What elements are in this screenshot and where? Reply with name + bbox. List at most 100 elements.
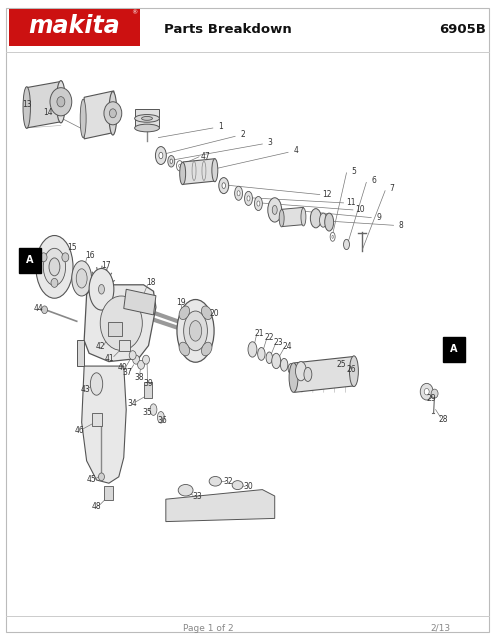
Text: 1: 1 — [218, 122, 223, 131]
Text: 33: 33 — [192, 492, 202, 501]
Text: A: A — [450, 344, 458, 355]
Circle shape — [109, 109, 116, 118]
Circle shape — [51, 278, 58, 287]
Circle shape — [420, 383, 433, 400]
Text: 21: 21 — [254, 329, 264, 338]
Bar — [443, 337, 465, 362]
Ellipse shape — [176, 161, 183, 171]
Text: 8: 8 — [398, 221, 403, 230]
Polygon shape — [282, 207, 303, 227]
Text: 47: 47 — [200, 152, 210, 161]
FancyBboxPatch shape — [9, 9, 140, 46]
Text: 25: 25 — [337, 360, 346, 369]
Ellipse shape — [135, 124, 159, 132]
Circle shape — [50, 88, 72, 116]
Text: 30: 30 — [244, 482, 253, 491]
Polygon shape — [26, 81, 62, 128]
Ellipse shape — [219, 177, 229, 193]
Ellipse shape — [235, 186, 243, 200]
Text: 48: 48 — [92, 502, 101, 511]
Text: 46: 46 — [74, 426, 84, 435]
Text: 2/13: 2/13 — [430, 624, 450, 633]
Polygon shape — [135, 109, 159, 128]
Ellipse shape — [301, 208, 306, 226]
Ellipse shape — [232, 481, 243, 490]
Ellipse shape — [49, 258, 60, 276]
Ellipse shape — [72, 261, 92, 296]
Ellipse shape — [257, 201, 260, 206]
Ellipse shape — [44, 248, 65, 285]
Text: 3: 3 — [267, 138, 272, 147]
Polygon shape — [295, 356, 354, 392]
Ellipse shape — [155, 147, 166, 164]
Text: 41: 41 — [105, 354, 115, 363]
Text: Parts Breakdown: Parts Breakdown — [164, 23, 292, 36]
Ellipse shape — [212, 159, 218, 182]
Circle shape — [104, 102, 122, 125]
Circle shape — [99, 473, 104, 481]
Polygon shape — [77, 340, 84, 366]
Circle shape — [431, 389, 438, 398]
Ellipse shape — [258, 348, 265, 360]
Polygon shape — [82, 366, 126, 483]
Text: 37: 37 — [123, 368, 133, 377]
Ellipse shape — [135, 115, 159, 122]
Text: 5: 5 — [351, 167, 356, 176]
Text: 2: 2 — [240, 130, 245, 139]
Ellipse shape — [179, 306, 190, 319]
Ellipse shape — [310, 209, 321, 228]
Ellipse shape — [179, 342, 190, 356]
Text: 15: 15 — [67, 243, 77, 252]
Text: 14: 14 — [44, 108, 53, 117]
Ellipse shape — [76, 269, 87, 288]
Ellipse shape — [288, 364, 294, 374]
Bar — [144, 382, 152, 398]
Text: makita: makita — [29, 14, 120, 38]
Ellipse shape — [157, 412, 164, 423]
Circle shape — [42, 306, 48, 314]
Ellipse shape — [177, 300, 214, 362]
Text: 18: 18 — [146, 278, 156, 287]
Ellipse shape — [325, 213, 334, 231]
Ellipse shape — [109, 92, 117, 135]
Ellipse shape — [344, 239, 349, 250]
Ellipse shape — [201, 342, 212, 356]
Circle shape — [133, 355, 140, 364]
Text: 22: 22 — [264, 333, 274, 342]
Ellipse shape — [248, 342, 257, 357]
Ellipse shape — [279, 209, 284, 227]
Text: 28: 28 — [438, 415, 448, 424]
Text: 36: 36 — [157, 416, 167, 425]
Polygon shape — [84, 91, 114, 139]
Text: 34: 34 — [128, 399, 138, 408]
Text: 7: 7 — [390, 184, 395, 193]
Ellipse shape — [254, 196, 262, 211]
Ellipse shape — [304, 367, 312, 381]
Circle shape — [424, 388, 429, 395]
Polygon shape — [84, 285, 156, 362]
Text: 43: 43 — [80, 385, 90, 394]
Polygon shape — [183, 159, 215, 184]
Ellipse shape — [266, 352, 272, 364]
Ellipse shape — [23, 86, 31, 128]
Text: 13: 13 — [22, 100, 32, 109]
Ellipse shape — [56, 81, 65, 123]
Ellipse shape — [189, 321, 202, 341]
Ellipse shape — [89, 268, 114, 310]
Text: 20: 20 — [209, 309, 219, 318]
Text: 24: 24 — [282, 342, 292, 351]
Ellipse shape — [330, 232, 335, 241]
Ellipse shape — [349, 356, 358, 387]
Text: 11: 11 — [346, 198, 355, 207]
Bar — [19, 248, 41, 273]
Ellipse shape — [320, 213, 327, 227]
Ellipse shape — [150, 404, 157, 415]
Text: 10: 10 — [355, 205, 365, 214]
Text: 16: 16 — [85, 252, 95, 260]
Text: 42: 42 — [95, 342, 105, 351]
Text: 9: 9 — [376, 213, 381, 222]
Text: 4: 4 — [294, 146, 298, 155]
Ellipse shape — [201, 306, 212, 319]
Ellipse shape — [280, 358, 288, 371]
Ellipse shape — [180, 162, 186, 184]
